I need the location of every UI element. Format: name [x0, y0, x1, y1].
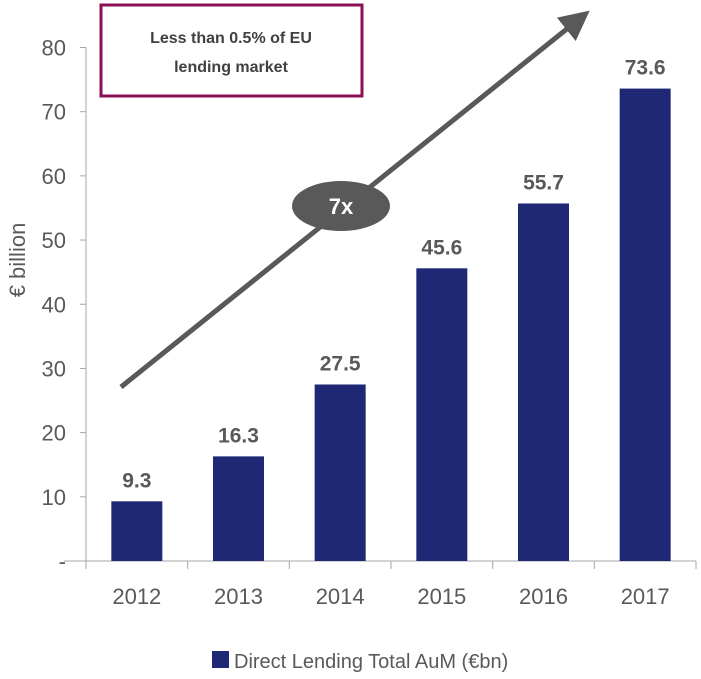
y-tick-label: 60 [42, 164, 66, 189]
x-tick-label: 2015 [417, 584, 466, 609]
x-tick-label: 2013 [214, 584, 263, 609]
y-tick-label: 30 [42, 356, 66, 381]
y-tick-label: 40 [42, 292, 66, 317]
bar-2014 [314, 384, 366, 561]
data-label-2014: 27.5 [320, 352, 361, 375]
bar-2015 [416, 268, 468, 561]
growth-label: 7x [329, 194, 354, 219]
y-tick-label: 50 [42, 228, 66, 253]
data-label-2015: 45.6 [421, 236, 462, 259]
y-tick-label: 10 [42, 485, 66, 510]
y-axis-label: € billion [5, 223, 30, 298]
callout-line-2: lending market [174, 59, 288, 76]
y-tick-label: 80 [42, 36, 66, 61]
data-label-2013: 16.3 [218, 424, 259, 447]
x-tick-label: 2017 [621, 584, 670, 609]
data-label-2017: 73.6 [625, 57, 666, 80]
y-tick-label: 20 [42, 421, 66, 446]
x-tick-label: 2012 [112, 584, 161, 609]
data-label-2012: 9.3 [122, 469, 151, 492]
callout-line-1: Less than 0.5% of EU [150, 30, 312, 47]
x-tick-label: 2016 [519, 584, 568, 609]
legend-swatch [212, 651, 229, 668]
x-tick-label: 2014 [316, 584, 365, 609]
y-tick-label: - [59, 549, 66, 574]
bar-2016 [518, 203, 569, 561]
bar-2012 [111, 501, 163, 561]
legend-label: Direct Lending Total AuM (€bn) [234, 651, 508, 673]
bar-2017 [619, 88, 671, 561]
callout-box [99, 3, 364, 98]
bar-2013 [213, 456, 264, 561]
data-label-2016: 55.7 [523, 171, 564, 194]
growth-badge [292, 181, 390, 231]
y-tick-label: 70 [42, 100, 66, 125]
